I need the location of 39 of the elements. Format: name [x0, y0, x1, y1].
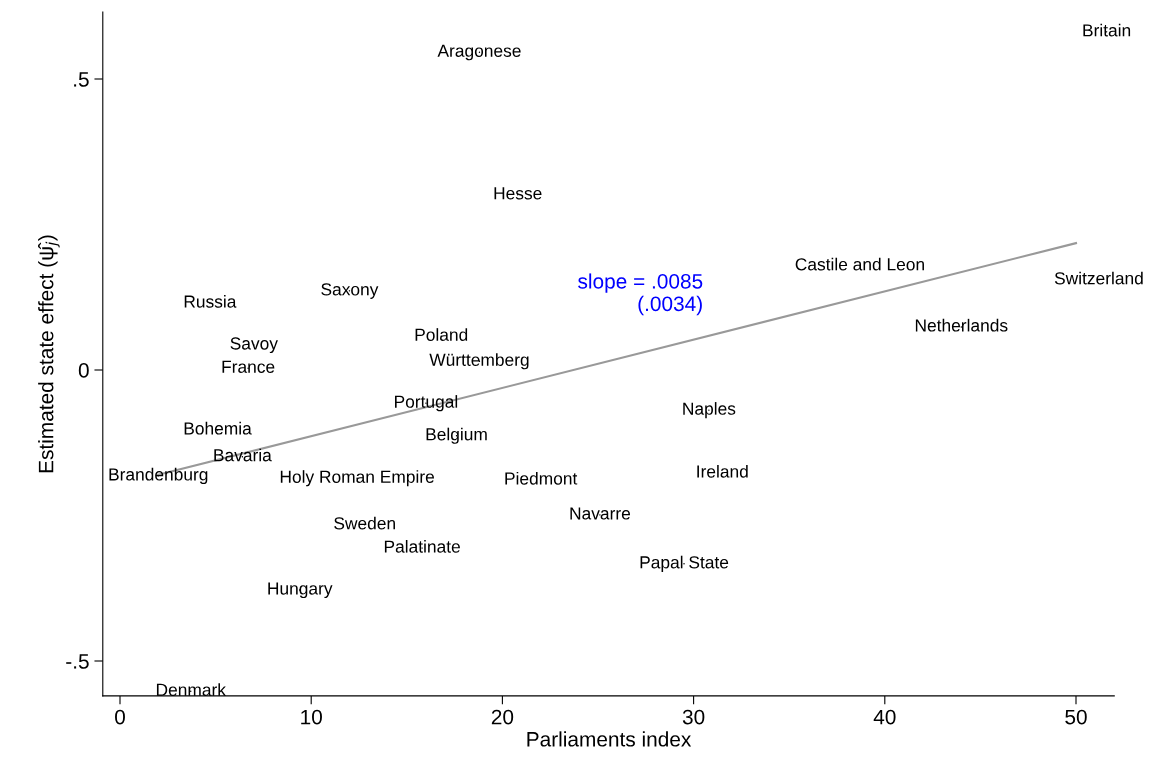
- x-tick-label: 50: [1065, 709, 1087, 725]
- annotation: slope = .0085 (.0034): [578, 273, 703, 316]
- data-label: Denmark: [156, 683, 226, 696]
- data-label: Piedmont: [505, 471, 578, 485]
- data-label: Poland: [415, 328, 468, 341]
- data-label: Hesse: [494, 187, 542, 200]
- data-label: Bohemia: [184, 421, 252, 435]
- data-label: Savoy: [230, 337, 278, 354]
- data-label: Britain: [1083, 23, 1131, 37]
- y-tick-label: .5: [74, 72, 89, 87]
- data-label: Bavaria: [214, 448, 272, 462]
- x-tick-label: 30: [682, 709, 705, 725]
- data-label: Saxony: [321, 283, 379, 299]
- y-tick-label: 0: [78, 363, 89, 378]
- data-label: Naples: [683, 402, 736, 419]
- data-label: Holy Roman Empire: [280, 470, 434, 487]
- data-label: Papal State: [640, 555, 729, 572]
- y-axis-title: Estimated state effect (ψ̂$_{j}$): [38, 235, 60, 473]
- data-label: Brandenburg: [109, 467, 208, 485]
- data-label: France: [222, 360, 275, 373]
- x-axis-title: Parliaments index: [527, 731, 692, 747]
- data-label: Navarre: [570, 507, 631, 520]
- y-tick-label: -.5: [66, 654, 89, 669]
- x-tick-label: 10: [301, 709, 322, 725]
- x-tick-label: 20: [491, 709, 514, 725]
- data-label: Switzerland: [1054, 271, 1143, 285]
- data-label: Aragonese: [437, 44, 521, 61]
- data-label: Netherlands: [915, 318, 1008, 332]
- data-label: Sweden: [334, 516, 395, 530]
- x-tick-label: 0: [115, 709, 125, 725]
- data-label: Hungary: [268, 582, 333, 599]
- data-label: Russia: [184, 294, 237, 308]
- data-label: Castile and Leon: [795, 257, 924, 271]
- data-label: Palatinate: [384, 540, 460, 553]
- data-label: Ireland: [697, 464, 748, 478]
- x-tick-label: 40: [873, 709, 896, 725]
- data-label: Belgium: [426, 427, 487, 444]
- data-label: Württemberg: [429, 353, 529, 370]
- data-label: Portugal: [395, 395, 458, 412]
